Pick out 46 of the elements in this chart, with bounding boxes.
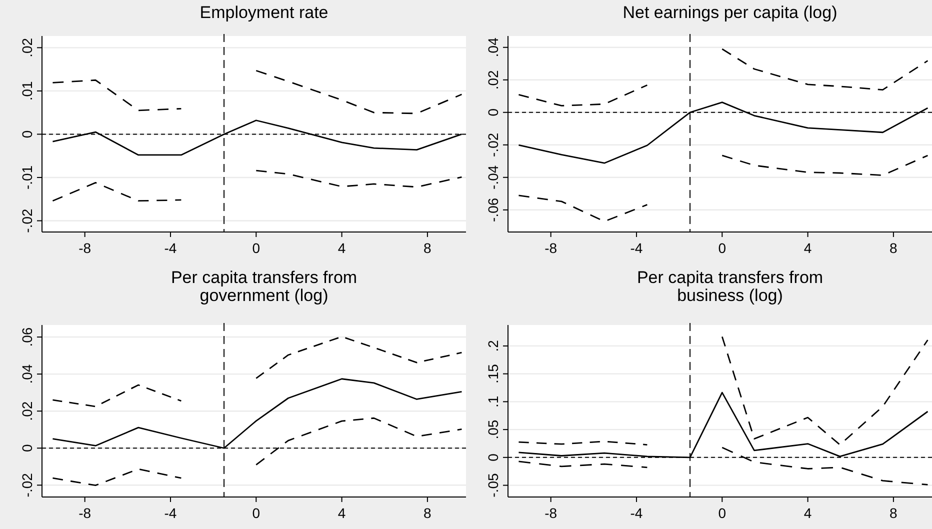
x-tick-label: -8 bbox=[544, 505, 558, 521]
x-tick-label: 8 bbox=[890, 505, 898, 521]
y-tick-label: .06 bbox=[19, 327, 35, 347]
x-tick-label: 0 bbox=[252, 505, 260, 521]
chart-title: Per capita transfers from government (log) bbox=[170, 268, 358, 305]
x-tick-label: -4 bbox=[630, 240, 643, 256]
x-tick-label: -4 bbox=[164, 505, 177, 521]
x-tick-label: 4 bbox=[804, 240, 812, 256]
y-tick-label: .01 bbox=[19, 81, 35, 101]
y-tick-label: -.02 bbox=[19, 472, 35, 498]
y-tick-label: .02 bbox=[19, 401, 35, 421]
x-tick-label: -8 bbox=[78, 240, 92, 256]
y-tick-label: -.02 bbox=[19, 208, 35, 233]
y-tick-label: .02 bbox=[19, 38, 35, 58]
y-tick-label: -.02 bbox=[485, 132, 501, 157]
y-tick-label: .05 bbox=[485, 420, 501, 440]
x-tick-label: 8 bbox=[424, 240, 432, 256]
y-tick-label: 0 bbox=[19, 444, 35, 452]
y-tick-label: .1 bbox=[485, 396, 501, 408]
x-tick-label: 8 bbox=[424, 505, 432, 521]
y-tick-label: -.04 bbox=[485, 165, 501, 190]
y-tick-label: 0 bbox=[19, 130, 35, 138]
chart-title: Net earnings per capita (log) bbox=[622, 3, 838, 22]
x-tick-label: 8 bbox=[890, 240, 898, 256]
x-tick-label: -4 bbox=[164, 240, 177, 256]
x-tick-label: -4 bbox=[630, 505, 643, 521]
x-tick-label: 4 bbox=[338, 240, 346, 256]
x-tick-label: 0 bbox=[252, 240, 260, 256]
x-tick-label: 4 bbox=[804, 505, 812, 521]
y-tick-label: 0 bbox=[485, 453, 501, 462]
x-tick-label: 0 bbox=[718, 505, 726, 521]
y-tick-label: .15 bbox=[485, 364, 501, 384]
y-tick-label: 0 bbox=[485, 108, 501, 116]
y-tick-label: .04 bbox=[485, 37, 501, 58]
x-tick-label: -8 bbox=[78, 505, 92, 521]
x-tick-label: 0 bbox=[718, 240, 726, 256]
y-tick-label: .02 bbox=[485, 70, 501, 90]
x-tick-label: -8 bbox=[544, 240, 558, 256]
chart-title: Per capita transfers from business (log) bbox=[636, 268, 824, 305]
x-tick-label: 4 bbox=[338, 505, 346, 521]
chart-title: Employment rate bbox=[200, 3, 328, 22]
y-tick-label: -.01 bbox=[19, 165, 35, 190]
y-tick-label: -.05 bbox=[485, 473, 501, 498]
y-tick-label: -.06 bbox=[485, 198, 501, 222]
y-tick-label: .2 bbox=[485, 340, 501, 352]
y-tick-label: .04 bbox=[19, 364, 35, 384]
